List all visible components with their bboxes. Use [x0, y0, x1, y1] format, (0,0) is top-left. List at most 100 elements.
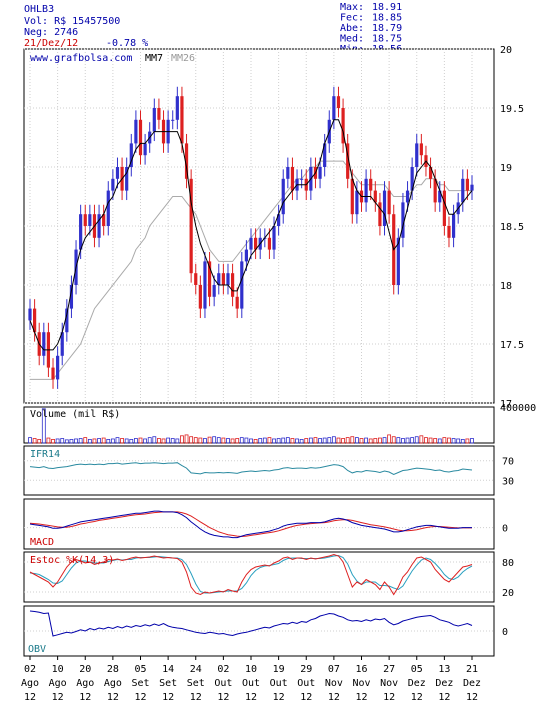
- volume-bar: [37, 438, 42, 444]
- volume-bar: [249, 438, 253, 444]
- stoch-tick-label: 20: [502, 588, 514, 599]
- volume-bar: [276, 438, 281, 444]
- volume-bar: [327, 437, 332, 444]
- candle-body: [438, 190, 442, 203]
- volume-bar: [230, 438, 235, 444]
- candle-body: [254, 237, 258, 250]
- x-tick-month: Ago: [49, 678, 67, 689]
- volume-bar: [262, 437, 267, 444]
- volume-bar: [41, 408, 46, 444]
- volume-bar: [322, 437, 327, 444]
- volume-bar: [175, 438, 180, 444]
- candle-body: [341, 108, 345, 144]
- x-tick-month: Dez: [408, 678, 426, 689]
- volume-bar: [382, 437, 387, 444]
- stat-label: Max:: [340, 2, 364, 13]
- x-tick-year: 12: [134, 692, 146, 703]
- volume-bar: [414, 436, 419, 444]
- volume-bar: [460, 438, 465, 444]
- x-tick-month: Dez: [435, 678, 453, 689]
- candle-body: [415, 143, 419, 167]
- volume-bar: [354, 437, 359, 444]
- x-tick-day: 28: [107, 664, 119, 675]
- volume-bar: [470, 438, 474, 444]
- candle-body: [396, 237, 400, 285]
- x-tick-year: 12: [300, 692, 312, 703]
- candle-body: [33, 308, 37, 333]
- volume-bar: [331, 436, 336, 444]
- candle-body: [401, 202, 405, 238]
- volume-panel: [23, 406, 495, 444]
- x-tick-day: 27: [383, 664, 395, 675]
- candle-body: [134, 119, 138, 144]
- volume-bar: [313, 437, 318, 444]
- stat-label: Med:: [340, 34, 364, 45]
- volume-bar: [290, 438, 295, 444]
- x-tick-year: 12: [328, 692, 340, 703]
- candle-body: [350, 178, 354, 215]
- candle-body: [300, 178, 304, 180]
- x-tick-month: Out: [297, 678, 315, 689]
- volume-bar: [424, 437, 428, 444]
- price-tick-label: 20: [500, 45, 512, 56]
- volume-bar: [285, 437, 290, 444]
- candle-body: [336, 96, 341, 108]
- candle-body: [194, 273, 198, 285]
- x-tick-year: 12: [217, 692, 229, 703]
- volume-y-axis: 400000: [500, 403, 536, 414]
- volume-bar: [87, 438, 92, 444]
- x-axis: 02 Ago 12 10 Ago 12 20 Ago 12 28 Ago 12 05 Set 12 14 Set…: [21, 656, 481, 703]
- x-tick-year: 12: [355, 692, 367, 703]
- candle-body: [332, 96, 336, 120]
- macd-signal-line: [29, 511, 472, 538]
- x-tick-month: Ago: [104, 678, 122, 689]
- volume-bar: [221, 437, 226, 444]
- volume-bar: [378, 437, 382, 444]
- x-tick-year: 12: [245, 692, 257, 703]
- volume-bar: [216, 437, 221, 444]
- candle-body: [143, 143, 147, 156]
- x-tick-month: Set: [187, 678, 205, 689]
- x-tick-month: Nov: [380, 678, 398, 689]
- ma-short-label: MM7: [145, 53, 163, 64]
- rsi-series-line: [29, 462, 473, 475]
- volume-bar: [69, 438, 74, 444]
- macd-panel-label: MACD: [30, 537, 54, 548]
- volume-tick-label: 400000: [500, 403, 536, 414]
- obv-panel-label: OBV: [28, 644, 46, 655]
- volume-bar: [281, 437, 286, 444]
- site-label: www.grafbolsa.com: [30, 53, 132, 64]
- volume-bar: [74, 438, 78, 444]
- volume-bar: [364, 437, 369, 444]
- candle-body: [79, 214, 83, 250]
- x-tick-year: 12: [107, 692, 119, 703]
- x-tick-day: 13: [438, 664, 450, 675]
- candle-body: [240, 261, 244, 309]
- x-tick-year: 12: [466, 692, 478, 703]
- x-tick-day: 02: [24, 664, 36, 675]
- macd-main-line: [29, 510, 472, 539]
- volume-bar: [451, 438, 456, 444]
- candle-body: [207, 261, 212, 297]
- candle-body: [189, 178, 193, 274]
- candle-body: [244, 249, 248, 262]
- volume-bar: [410, 437, 415, 444]
- volume-bar: [161, 438, 166, 444]
- volume-bar: [101, 437, 106, 444]
- volume-bar: [419, 435, 424, 444]
- x-tick-day: 05: [411, 664, 423, 675]
- volume-panel-label: Volume (mil R$): [30, 409, 120, 420]
- volume-bar: [143, 438, 148, 444]
- x-tick-month: Ago: [76, 678, 94, 689]
- x-tick-day: 10: [52, 664, 64, 675]
- candle-body: [318, 167, 322, 179]
- x-tick-year: 12: [383, 692, 395, 703]
- volume-bar: [308, 437, 313, 444]
- x-tick-year: 12: [273, 692, 285, 703]
- stat-value: 18.79: [372, 23, 402, 34]
- candle-body: [281, 178, 285, 215]
- stats-box: Max:18.91Fec:18.85Abe:18.79Med:18.75Min:…: [340, 2, 402, 55]
- x-tick-year: 12: [162, 692, 174, 703]
- x-tick-month: Out: [242, 678, 260, 689]
